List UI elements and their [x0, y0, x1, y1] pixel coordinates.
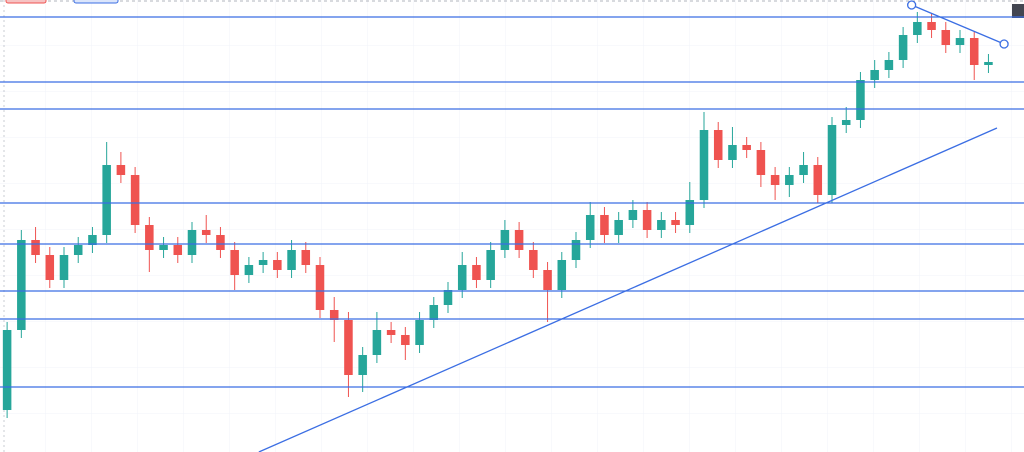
candle-body [699, 130, 709, 200]
trendline [258, 127, 998, 452]
candle-body [713, 130, 723, 160]
candle-body [785, 175, 794, 185]
candle-body [443, 290, 453, 305]
candle-body [358, 355, 367, 375]
candle-body [870, 70, 879, 80]
candle-body [273, 260, 282, 270]
candle-body [642, 210, 652, 230]
candle-body [329, 310, 339, 320]
candle-body [173, 245, 183, 255]
candle-body [159, 245, 168, 250]
candle-body [415, 320, 424, 345]
candle-body [216, 235, 225, 250]
candle-body [17, 240, 26, 330]
candle-body [2, 330, 12, 410]
candle-body [913, 22, 922, 35]
candle-body [102, 165, 111, 235]
candle-body [344, 320, 353, 375]
candle-body [628, 210, 638, 220]
candle-body [984, 62, 993, 65]
candle-body [557, 260, 567, 290]
candle-body [585, 215, 595, 240]
candle-body [756, 150, 766, 175]
toolbar-chip[interactable] [5, 0, 47, 4]
candle-body [31, 240, 40, 255]
candle-body [856, 80, 865, 120]
toolbar-button[interactable] [1012, 4, 1024, 18]
candle-body [187, 230, 197, 255]
candle-body [315, 265, 325, 310]
candle-body [657, 220, 666, 230]
candle-body [88, 235, 97, 245]
candle-body [827, 125, 837, 195]
trendline-handle [906, 0, 917, 10]
candle-body [401, 335, 410, 345]
candle-body [73, 245, 83, 255]
candle-body [927, 22, 936, 30]
candle-body [45, 255, 55, 280]
candle-body [201, 230, 211, 235]
candle-body [813, 165, 823, 195]
trendline-handle [999, 39, 1009, 49]
candle-body [130, 175, 140, 225]
candle-body [301, 250, 311, 265]
candle-body [59, 255, 69, 280]
candle-body [955, 38, 965, 45]
candle-body [799, 165, 808, 175]
candle-body [514, 230, 524, 250]
candle-body [770, 175, 780, 185]
candle-body [898, 35, 908, 60]
candle-body [500, 230, 510, 250]
candle-body [571, 240, 581, 260]
candle-body [685, 200, 695, 225]
candle-body [614, 220, 623, 235]
candle-body [841, 120, 851, 125]
candle-body [429, 305, 439, 320]
candle-body [884, 60, 894, 70]
candle-body [457, 265, 467, 290]
candle-body [529, 250, 538, 270]
candle-body [230, 250, 239, 275]
trendline [911, 4, 1005, 45]
candle-body [486, 250, 495, 280]
candle-body [258, 260, 268, 265]
candle-body [671, 220, 680, 225]
candle-body [600, 215, 609, 235]
candle-body [116, 165, 126, 175]
candle-body [472, 265, 481, 280]
candle-body [372, 330, 382, 355]
candle-body [386, 330, 396, 335]
candle-body [145, 225, 154, 250]
candle-body [287, 250, 296, 270]
candle-body [969, 38, 979, 65]
candle-body [728, 145, 737, 160]
candle-body [244, 265, 254, 275]
candle-body [742, 145, 751, 150]
toolbar-chip[interactable] [73, 0, 119, 4]
candle-body [543, 270, 552, 290]
candle-body [941, 30, 951, 45]
